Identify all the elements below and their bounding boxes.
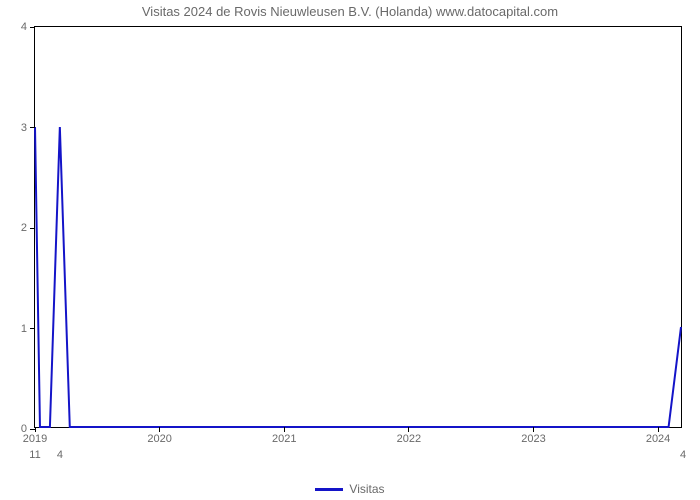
x-tick <box>159 427 160 432</box>
y-tick <box>30 127 35 128</box>
legend-item-visitas: Visitas <box>315 482 384 496</box>
series-line <box>35 127 681 427</box>
line-series <box>35 27 681 427</box>
legend: Visitas <box>0 480 700 497</box>
legend-swatch <box>315 488 343 491</box>
y-tick <box>30 328 35 329</box>
y-tick-label: 4 <box>21 21 27 33</box>
x-tick <box>284 427 285 432</box>
x-tick-label: 2023 <box>521 433 545 445</box>
x-tick-label: 2024 <box>646 433 670 445</box>
y-tick <box>30 27 35 28</box>
y-tick-label: 1 <box>21 323 27 335</box>
x-tick-label: 2020 <box>147 433 171 445</box>
legend-label: Visitas <box>349 482 384 496</box>
value-label: 4 <box>680 449 686 461</box>
x-tick <box>408 427 409 432</box>
y-tick-label: 3 <box>21 122 27 134</box>
plot-area: 012342019202020212022202320241144 <box>34 26 682 428</box>
x-tick-label: 2022 <box>397 433 421 445</box>
x-tick-label: 2021 <box>272 433 296 445</box>
x-tick <box>35 427 36 432</box>
y-tick-label: 2 <box>21 222 27 234</box>
visits-chart: Visitas 2024 de Rovis Nieuwleusen B.V. (… <box>0 0 700 500</box>
y-tick <box>30 228 35 229</box>
value-label: 4 <box>57 449 63 461</box>
x-tick-label: 2019 <box>23 433 47 445</box>
x-tick <box>658 427 659 432</box>
x-tick <box>533 427 534 432</box>
chart-title: Visitas 2024 de Rovis Nieuwleusen B.V. (… <box>0 4 700 19</box>
value-label: 11 <box>29 449 40 461</box>
